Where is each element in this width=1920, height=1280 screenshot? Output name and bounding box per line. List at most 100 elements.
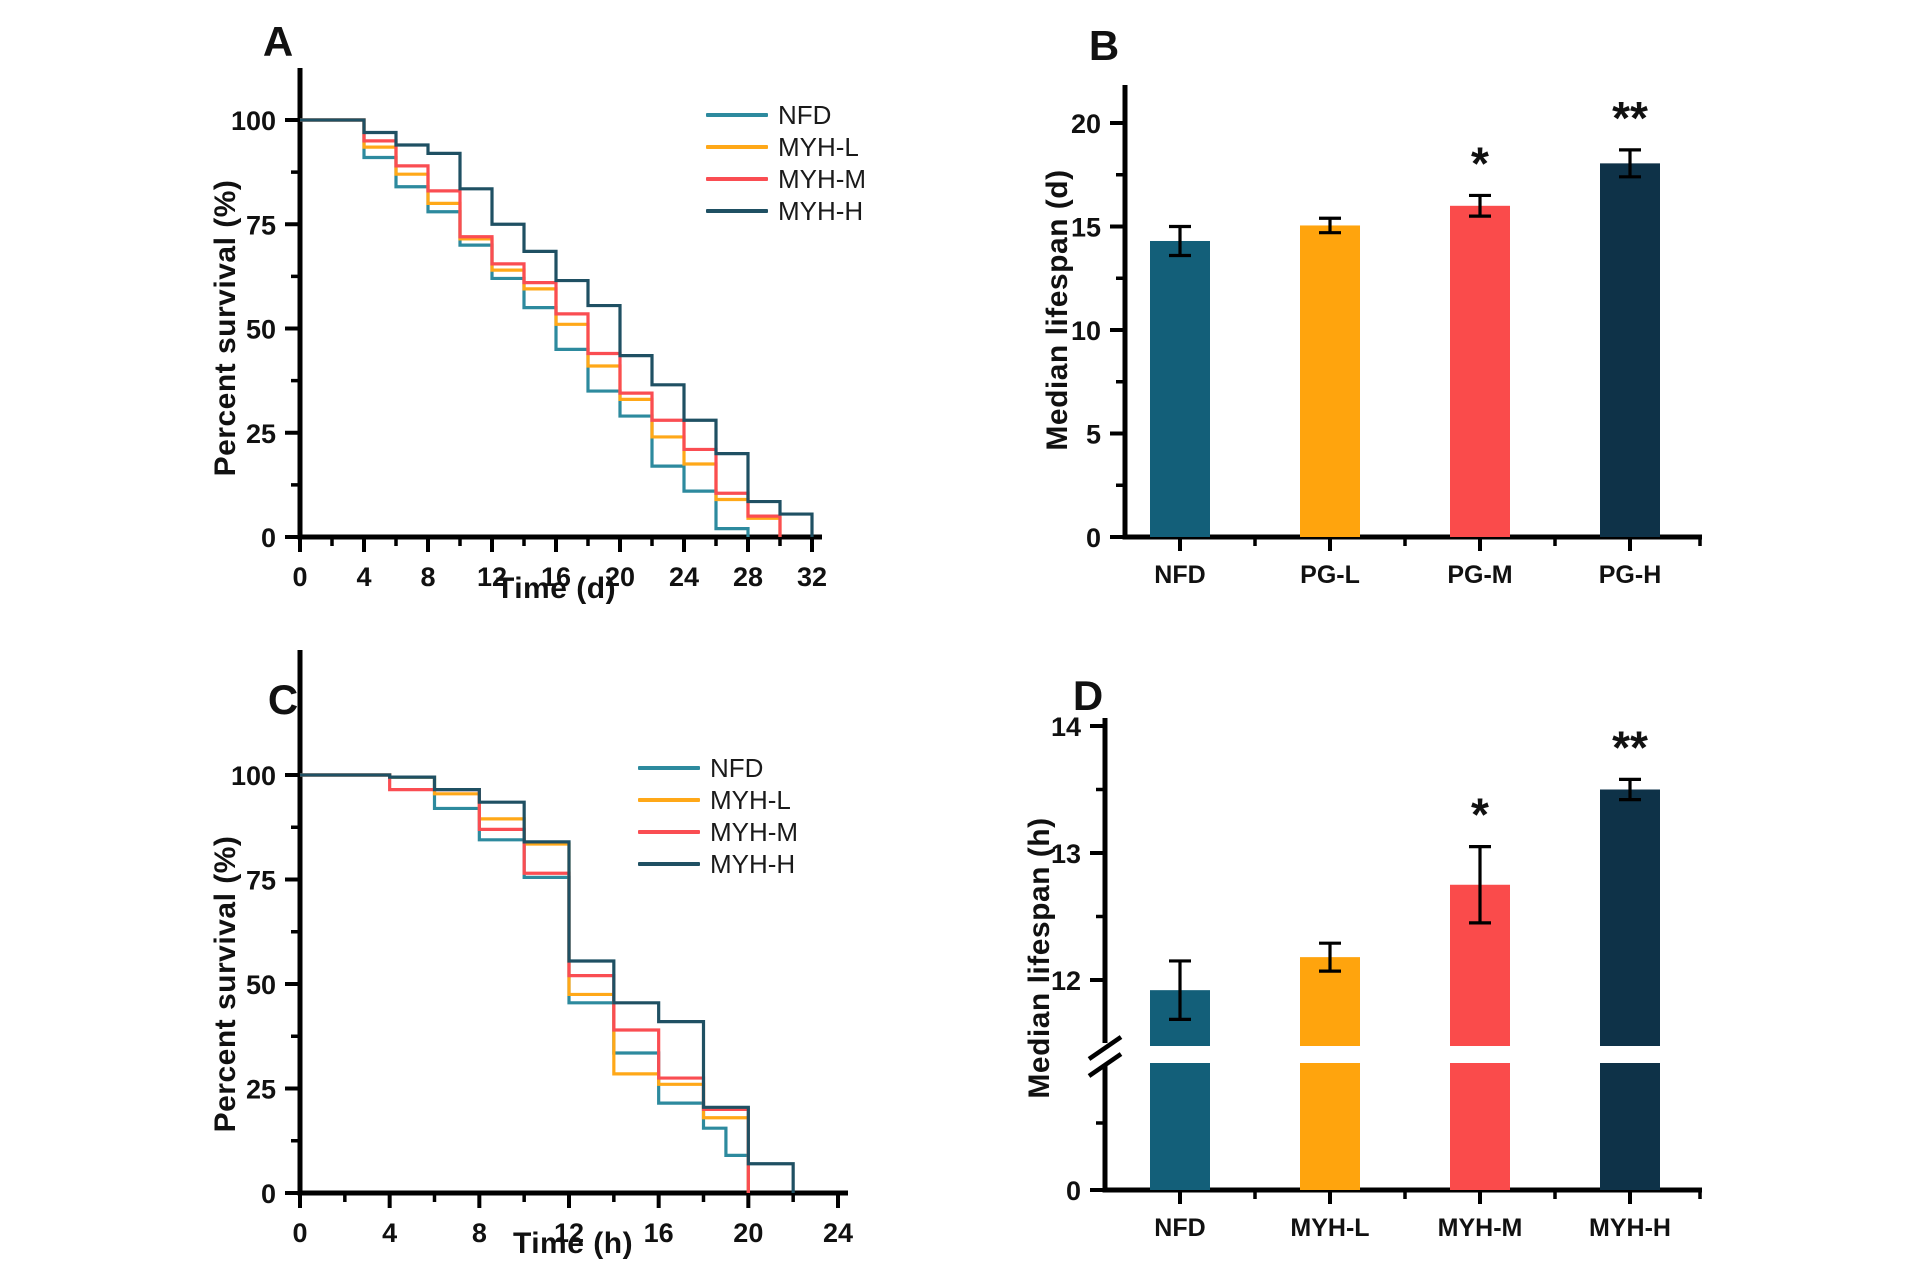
y-tick-label: 0 <box>1086 523 1101 553</box>
legend-line-swatch <box>638 862 700 866</box>
y-tick-label: 0 <box>261 1179 276 1209</box>
category-label: NFD <box>1154 561 1205 589</box>
category-label: PG-H <box>1599 561 1662 589</box>
y-tick-label: 10 <box>1071 316 1101 346</box>
axis-break-slash <box>1087 1035 1123 1061</box>
y-tick-label: 13 <box>1051 839 1081 869</box>
x-tick-label: 28 <box>733 562 763 592</box>
legend-item: MYH-H <box>638 848 798 880</box>
legend-line-swatch <box>706 113 768 117</box>
legend-item: MYH-M <box>706 163 866 195</box>
y-tick-label: 75 <box>246 210 276 240</box>
x-tick-label: 8 <box>472 1218 487 1248</box>
category-label: MYH-H <box>1589 1214 1671 1242</box>
bar-break-gap <box>1148 1046 1212 1063</box>
bar-break-gap <box>1448 1046 1512 1063</box>
legend-line-swatch <box>638 766 700 770</box>
x-tick-label: 24 <box>823 1218 853 1248</box>
x-tick-label: 0 <box>292 562 307 592</box>
legend-line-swatch <box>706 177 768 181</box>
survival-curve-MYH-H <box>300 773 795 1193</box>
bar-break-gap <box>1298 1046 1362 1063</box>
legend-item: MYH-M <box>638 816 798 848</box>
y-tick-label: 20 <box>1071 109 1101 139</box>
survival-curve-MYH-M <box>300 118 782 537</box>
category-label: PG-L <box>1300 561 1360 589</box>
y-tick-label: 5 <box>1086 420 1101 450</box>
legend-label: MYH-L <box>710 784 791 815</box>
legend-label: MYH-M <box>778 163 867 194</box>
legend-line-swatch <box>706 145 768 149</box>
y-tick-label: 100 <box>231 761 276 791</box>
legend-line-swatch <box>706 209 768 213</box>
panel-c-plot: 0 25 50 75 100 0 4 8 12 16 20 24 <box>231 650 853 1248</box>
y-tick-label: 0 <box>261 523 276 553</box>
panel-label-c: C <box>267 676 299 723</box>
legend-label: MYH-H <box>778 195 864 226</box>
category-label: MYH-M <box>1438 1214 1523 1242</box>
y-axis-title-c: Percent survival (%) <box>209 835 242 1133</box>
x-tick-label: 24 <box>669 562 699 592</box>
y-tick-label: 25 <box>246 1075 276 1105</box>
survival-curve-NFD <box>300 118 750 537</box>
legend-label: MYH-M <box>710 816 799 847</box>
x-tick-label: 8 <box>420 562 435 592</box>
panel-label-d: D <box>1072 672 1104 719</box>
bar-NFD <box>1150 990 1210 1190</box>
bar-MYH-M <box>1450 884 1510 1190</box>
category-label: PG-M <box>1447 561 1512 589</box>
y-tick-label: 50 <box>246 970 276 1000</box>
legend-a: NFD MYH-L MYH-M MYH-H <box>706 99 866 227</box>
panel-a-plot: 0 25 50 75 100 0 4 8 12 16 20 24 28 32 <box>231 68 827 592</box>
bar-PG-H <box>1600 163 1660 538</box>
y-tick-label: 12 <box>1051 966 1081 996</box>
x-tick-label: 12 <box>554 1218 584 1248</box>
bar-break-gap <box>1598 1046 1662 1063</box>
x-tick-label: 4 <box>382 1218 397 1248</box>
y-tick-label: 0 <box>1066 1176 1081 1206</box>
x-tick-label: 4 <box>356 562 371 592</box>
category-label: MYH-L <box>1290 1214 1369 1242</box>
legend-label: MYH-L <box>778 131 859 162</box>
legend-c: NFD MYH-L MYH-M MYH-H <box>638 752 798 880</box>
panel-label-b: B <box>1088 22 1120 69</box>
y-axis-title-a: Percent survival (%) <box>209 179 242 477</box>
bar-MYH-H <box>1600 789 1660 1190</box>
y-axis-title-b: Median lifespan (d) <box>1041 169 1074 451</box>
significance-star: ** <box>1612 721 1648 773</box>
significance-star: * <box>1471 137 1489 189</box>
y-tick-label: 15 <box>1071 213 1101 243</box>
bar-NFD <box>1150 240 1210 538</box>
legend-item: NFD <box>706 99 866 131</box>
axis-break-slash <box>1087 1052 1123 1078</box>
x-axis-title-c: Time (h) <box>512 1227 634 1260</box>
x-tick-label: 20 <box>733 1218 763 1248</box>
x-tick-label: 32 <box>797 562 827 592</box>
legend-line-swatch <box>638 830 700 834</box>
legend-label: NFD <box>710 752 764 783</box>
legend-item: MYH-L <box>638 784 798 816</box>
bar-PG-M <box>1450 205 1510 538</box>
y-axis-title-d: Median lifespan (h) <box>1023 817 1056 1099</box>
legend-item: MYH-L <box>706 131 866 163</box>
category-label: NFD <box>1154 1214 1205 1242</box>
y-tick-label: 14 <box>1051 712 1081 742</box>
x-tick-label: 20 <box>605 562 635 592</box>
y-tick-label: 75 <box>246 866 276 896</box>
significance-star: ** <box>1612 92 1648 144</box>
x-tick-label: 0 <box>292 1218 307 1248</box>
legend-line-swatch <box>638 798 700 802</box>
bar-PG-L <box>1300 225 1360 537</box>
y-tick-label: 100 <box>231 106 276 136</box>
y-tick-label: 25 <box>246 419 276 449</box>
survival-curve-MYH-H <box>300 118 814 537</box>
x-axis-title-a: Time (d) <box>495 572 617 605</box>
bar-MYH-L <box>1300 957 1360 1190</box>
x-tick-label: 16 <box>644 1218 674 1248</box>
y-tick-label: 50 <box>246 315 276 345</box>
legend-item: MYH-H <box>706 195 866 227</box>
